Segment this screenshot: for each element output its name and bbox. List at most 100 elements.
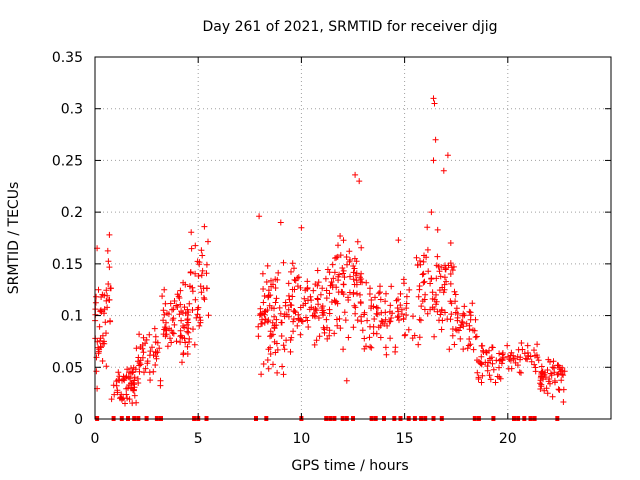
data-point	[523, 355, 530, 362]
data-point	[489, 344, 496, 351]
data-point	[435, 263, 442, 270]
data-point	[174, 304, 181, 310]
data-point	[345, 334, 352, 341]
data-point	[125, 385, 131, 391]
data-point	[416, 286, 423, 293]
data-point	[178, 317, 185, 324]
data-point	[159, 293, 166, 300]
data-point	[393, 297, 400, 304]
data-points	[92, 95, 568, 407]
data-point	[105, 281, 112, 287]
data-point	[345, 294, 351, 301]
data-point	[480, 347, 486, 354]
data-point	[310, 306, 317, 313]
data-point	[339, 289, 346, 296]
data-point	[403, 293, 410, 300]
data-point	[341, 274, 348, 281]
data-point	[312, 281, 319, 288]
data-point	[444, 316, 451, 323]
data-point	[439, 284, 446, 291]
data-point	[260, 286, 267, 292]
data-point	[431, 296, 438, 303]
data-point	[451, 288, 458, 295]
data-point	[532, 352, 538, 359]
data-point	[395, 237, 402, 244]
data-point	[516, 369, 523, 376]
data-point	[428, 275, 435, 282]
data-point	[98, 294, 105, 300]
y-tick-label: 0.05	[52, 360, 83, 376]
data-point	[103, 363, 110, 370]
data-point	[269, 319, 276, 326]
data-point	[534, 341, 541, 348]
data-point	[294, 275, 301, 281]
data-point	[453, 305, 460, 312]
data-point	[188, 229, 195, 236]
data-point	[551, 377, 558, 384]
data-point	[352, 310, 359, 317]
data-point	[262, 308, 269, 315]
data-point	[354, 317, 361, 324]
data-point	[290, 308, 297, 315]
data-point	[264, 357, 271, 363]
data-point	[438, 326, 445, 333]
data-point	[364, 317, 371, 324]
data-point	[315, 315, 322, 321]
data-point	[307, 293, 314, 300]
data-point	[421, 306, 428, 313]
data-point	[531, 347, 537, 354]
data-point	[561, 368, 568, 375]
data-point	[189, 307, 196, 313]
data-point	[324, 266, 331, 273]
data-point	[489, 360, 496, 367]
data-point	[132, 366, 139, 373]
data-point	[479, 372, 486, 379]
data-point	[383, 290, 389, 297]
data-point	[374, 305, 381, 312]
data-point	[106, 264, 113, 271]
data-point	[288, 334, 295, 341]
data-point	[147, 377, 154, 384]
data-point	[335, 273, 342, 280]
data-point	[455, 327, 462, 334]
data-point	[152, 339, 159, 346]
data-point	[333, 284, 340, 291]
data-point	[368, 297, 375, 303]
data-point	[392, 348, 399, 355]
data-point	[363, 279, 370, 286]
data-point	[367, 343, 374, 350]
data-point	[107, 285, 114, 292]
data-point	[257, 305, 264, 312]
data-point	[274, 276, 281, 283]
data-point	[372, 294, 378, 301]
data-point	[357, 291, 363, 298]
data-point	[346, 248, 353, 255]
data-point	[396, 317, 402, 324]
data-point	[270, 281, 276, 288]
data-point	[504, 342, 511, 349]
data-point	[544, 367, 551, 373]
data-point	[115, 369, 122, 376]
data-point	[517, 356, 523, 363]
data-point	[156, 345, 163, 352]
data-point	[152, 362, 159, 368]
data-point	[463, 320, 470, 327]
data-point	[442, 309, 448, 316]
data-point	[129, 368, 136, 375]
data-point	[107, 318, 114, 325]
data-point	[387, 335, 394, 342]
data-point	[377, 334, 384, 341]
data-point	[464, 345, 471, 352]
data-point	[460, 346, 467, 353]
data-point	[95, 350, 102, 357]
data-point	[167, 300, 174, 307]
data-point	[152, 333, 159, 340]
data-point	[431, 333, 438, 340]
data-point	[200, 294, 207, 301]
data-point	[437, 273, 444, 280]
data-point	[297, 331, 304, 338]
data-point	[261, 293, 268, 299]
y-tick-label: 0.15	[52, 257, 83, 273]
data-point	[488, 354, 495, 361]
data-point	[421, 252, 427, 259]
